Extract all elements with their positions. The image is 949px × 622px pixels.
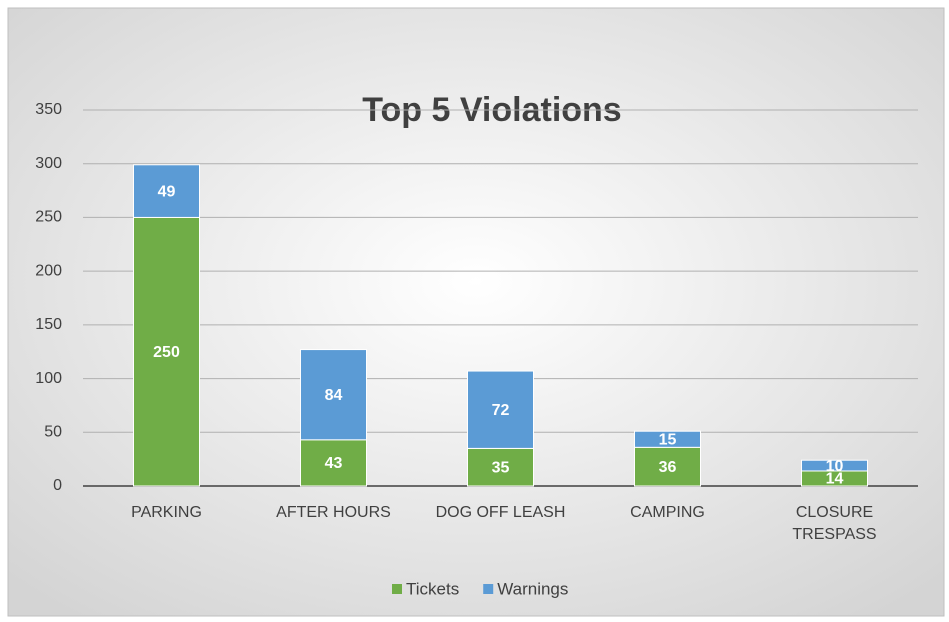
- y-tick-label: 100: [35, 370, 62, 387]
- data-label: 15: [659, 431, 677, 448]
- x-tick-label: AFTER HOURS: [276, 504, 391, 521]
- x-tick-label-box: AFTER HOURS: [276, 504, 391, 521]
- x-tick-label-box: CLOSURE TRESPASS: [792, 504, 877, 543]
- data-label: 84: [325, 387, 343, 404]
- data-label: 36: [659, 459, 677, 476]
- y-tick-label: 350: [35, 101, 62, 118]
- y-tick-label: 200: [35, 262, 62, 279]
- data-label: 72: [492, 402, 510, 419]
- x-tick-label: DOG OFF LEASH: [435, 504, 566, 521]
- bar-segment: [133, 216, 200, 487]
- x-tick-label-box: DOG OFF LEASH: [435, 504, 566, 521]
- y-tick-label: 150: [35, 316, 62, 333]
- bar-segment: [634, 430, 701, 448]
- bar-segment: [300, 439, 367, 487]
- y-tick-label: 250: [35, 209, 62, 226]
- data-label: 14: [826, 471, 844, 488]
- bar-segment: [801, 459, 868, 472]
- legend: Tickets Warnings: [392, 579, 568, 598]
- legend-label: Tickets: [406, 579, 459, 598]
- legend-swatch: [392, 584, 402, 594]
- data-label: 250: [153, 344, 180, 361]
- y-tick-label: 50: [44, 424, 62, 441]
- legend-label: Warnings: [497, 579, 568, 598]
- x-tick-label-box: CAMPING: [630, 504, 705, 521]
- y-tick-label: 0: [53, 477, 62, 494]
- data-label: 49: [158, 183, 176, 200]
- data-label: 43: [325, 455, 343, 472]
- bar-segment: [133, 164, 200, 218]
- x-tick-label: CLOSURE TRESPASS: [792, 504, 877, 543]
- bar-segment: [300, 349, 367, 441]
- y-tick-label: 300: [35, 155, 62, 172]
- x-tick-label: PARKING: [131, 504, 202, 521]
- data-label: 10: [826, 458, 844, 475]
- legend-swatch: [483, 584, 494, 594]
- x-tick-label: CAMPING: [630, 504, 705, 521]
- data-label: 35: [492, 459, 510, 476]
- bar-segment: [467, 370, 534, 449]
- x-tick-label-box: PARKING: [131, 504, 202, 521]
